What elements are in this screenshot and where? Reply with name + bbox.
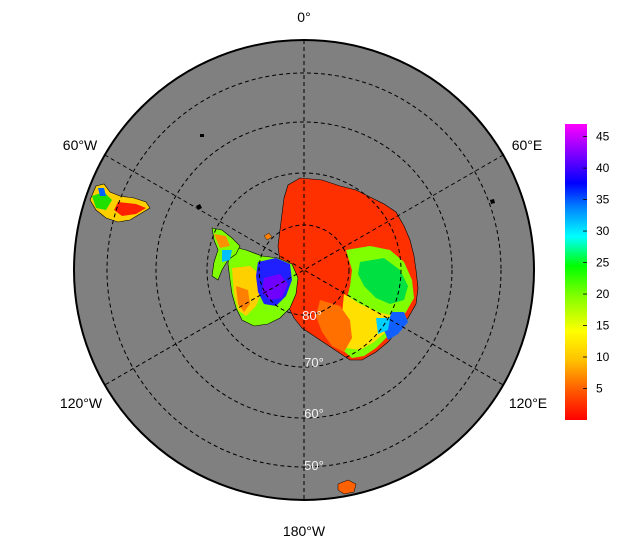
colorbar-ticks: 5 10 15 20 25 30 35 40 45 (583, 130, 610, 396)
lat-label-80: 80° (302, 308, 322, 323)
south-america-blue (98, 188, 106, 196)
lon-label-0: 0° (297, 9, 310, 25)
lon-label-60w: 60°W (63, 137, 98, 153)
south-america-green (92, 192, 112, 210)
orange-strip (316, 300, 352, 352)
colorbar-tick-label: 30 (596, 224, 610, 238)
wilkes-yellow-band (340, 294, 394, 350)
small-island-3 (490, 199, 495, 204)
peninsula-orange (214, 234, 230, 248)
colorbar-tick-label: 45 (596, 130, 610, 144)
lon-label-60e: 60°E (512, 137, 543, 153)
small-island-4 (200, 134, 204, 137)
wilkes-green-core (358, 258, 408, 304)
lon-label-120e: 120°E (509, 395, 547, 411)
wilkes-blue-coast (384, 312, 408, 340)
globe-outline (73, 39, 535, 501)
graticule (104, 40, 504, 500)
colorbar-tick-label: 35 (596, 193, 610, 207)
colorbar-tick-label: 10 (596, 350, 610, 364)
colorbar-gradient (565, 124, 587, 420)
lat-label-50: 50° (304, 458, 324, 473)
lat-label-70: 70° (304, 355, 324, 370)
lon-label-120w: 120°W (60, 395, 103, 411)
colorbar-tick-label: 20 (596, 287, 610, 301)
colorbar-tick-label: 15 (596, 319, 610, 333)
lon-label-180w: 180°W (283, 523, 326, 539)
colorbar-tick-label: 40 (596, 161, 610, 175)
south-america-red (114, 202, 146, 216)
lat-label-60: 60° (304, 406, 324, 421)
colorbar-tick-label: 25 (596, 256, 610, 270)
colorbar: 5 10 15 20 25 30 35 40 45 (565, 124, 610, 420)
southern-island (337, 479, 357, 495)
peninsula-blue (222, 250, 232, 262)
west-antarctica-orange (236, 286, 250, 312)
colorbar-tick-label: 5 (596, 382, 603, 396)
purple-patch (262, 274, 288, 300)
small-island-2 (263, 232, 273, 241)
